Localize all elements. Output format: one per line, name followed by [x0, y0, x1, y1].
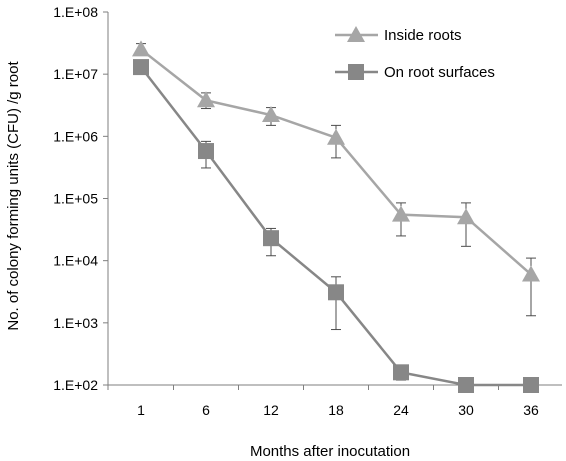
legend-label: On root surfaces	[384, 64, 495, 81]
y-tick-label: 1.E+08	[53, 4, 98, 20]
data-point-triangle	[327, 128, 345, 145]
data-point-square	[328, 284, 344, 301]
data-point-square	[263, 230, 279, 247]
data-point-triangle	[132, 40, 150, 57]
data-point-square	[198, 143, 214, 160]
data-point-square	[393, 364, 409, 381]
x-tick-label: 6	[202, 402, 210, 418]
data-point-triangle	[197, 91, 215, 108]
data-point-triangle	[522, 265, 540, 282]
legend-marker-triangle	[347, 26, 365, 42]
data-point-square	[133, 59, 149, 76]
legend-label: Inside roots	[384, 27, 462, 44]
series-root-surfaces	[133, 59, 539, 393]
data-point-triangle	[392, 205, 410, 222]
data-point-square	[458, 377, 474, 393]
x-tick-label: 18	[328, 402, 344, 418]
x-tick-label: 36	[523, 402, 539, 418]
data-point-triangle	[262, 106, 280, 123]
series-line	[140, 48, 532, 276]
y-tick-label: 1.E+05	[53, 191, 98, 207]
legend-item: On root surfaces	[335, 64, 495, 81]
x-axis-title: Months after inocutation	[250, 443, 410, 460]
legend-marker-square	[348, 64, 364, 80]
y-tick-label: 1.E+03	[53, 315, 98, 331]
x-tick-label: 24	[393, 402, 409, 418]
x-tick-label: 30	[458, 402, 474, 418]
legend-item: Inside roots	[335, 26, 462, 44]
data-point-triangle	[457, 208, 475, 225]
x-tick-label: 12	[263, 402, 279, 418]
y-tick-label: 1.E+07	[53, 66, 98, 82]
y-tick-label: 1.E+06	[53, 128, 98, 144]
y-axis-title: No. of colony forming units (CFU) /g roo…	[5, 61, 22, 331]
series-line	[140, 66, 531, 387]
y-tick-label: 1.E+04	[53, 253, 98, 269]
series-inside-roots	[132, 40, 540, 317]
data-point-square	[523, 377, 539, 393]
x-tick-label: 1	[137, 402, 145, 418]
y-tick-label: 1.E+02	[53, 377, 98, 393]
